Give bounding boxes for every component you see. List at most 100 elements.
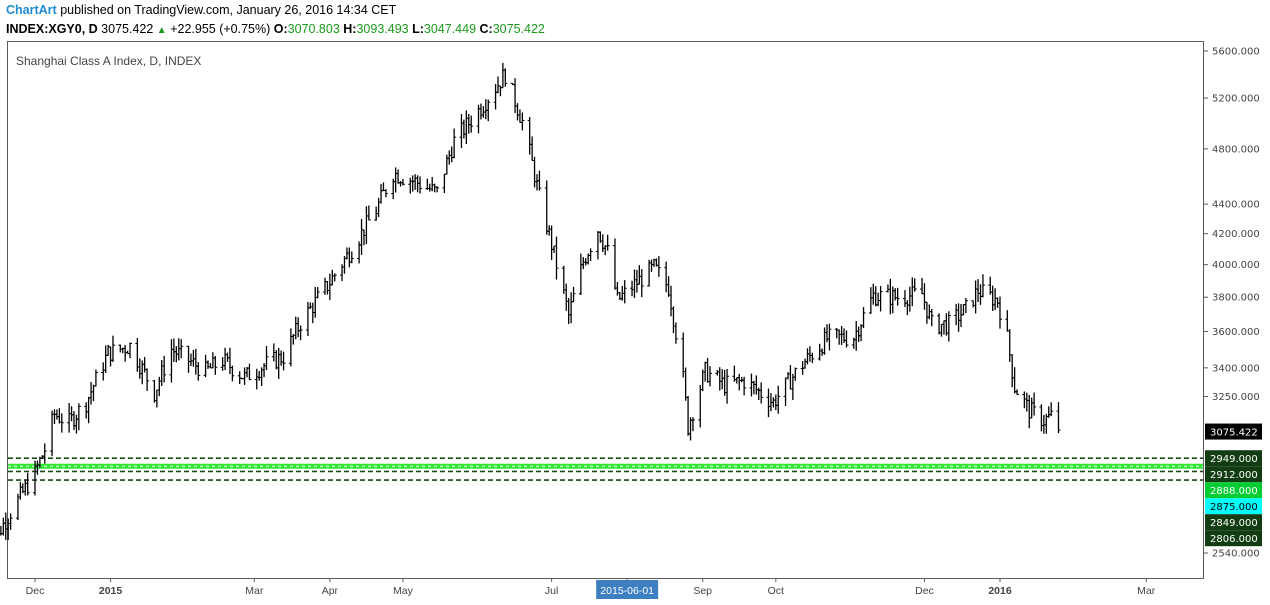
ohlc-bar [788,364,793,390]
ohlc-bar [554,236,559,280]
ohlc-bar [754,375,759,395]
ohlc-bar [759,382,764,404]
ohlc-bar [281,351,286,371]
ohlc-bar [349,251,354,264]
ohlc-bar [276,347,281,379]
level-label: 2849.000 [1210,518,1258,529]
y-tick-label: 4800.000 [1212,144,1260,155]
publish-info: published on TradingView.com, January 26… [60,3,397,17]
ohlc-bar [776,385,781,414]
x-tick-label: 2016 [988,585,1012,597]
ohlc-bar [67,403,72,433]
close-value: 3075.422 [492,22,545,36]
low-label: L: [412,22,424,36]
ohlc-bar [851,337,856,349]
ohlc-bar [108,346,113,367]
ohlc-bar [595,231,600,260]
ohlc-bar [827,323,832,351]
ohlc-bar [322,277,327,295]
ohlc-bar [669,285,674,317]
ohlc-bar [834,327,839,339]
ohlc-bar [442,173,447,193]
ohlc-bar [532,156,537,188]
symbol-label[interactable]: INDEX:XGY0, D [6,22,98,36]
x-tick-label: 2015 [99,585,123,597]
ohlc-bar [773,394,778,411]
ohlc-bar [920,277,925,295]
last-price: 3075.422 [101,22,154,36]
ohlc-bar [213,355,218,375]
level-label: 2912.000 [1210,470,1258,481]
x-tick-label: Sep [693,585,712,597]
y-tick-label: 3600.000 [1212,327,1260,338]
ohlc-bar [647,259,652,287]
last-price-label: 3075.422 [1210,428,1258,439]
x-tick-label: Apr [322,585,339,597]
ohlc-bar [398,181,403,187]
ohlc-bar [785,371,790,380]
ohlc-bar [939,323,944,337]
ohlc-bar [293,316,298,340]
ohlc-bar [142,356,147,373]
ohlc-bar [254,368,259,390]
ohlc-bar [615,282,620,296]
ohlc-bar [517,109,522,123]
ohlc-bar [739,376,744,383]
level-badge [1205,482,1262,499]
ohlc-bar [447,150,452,165]
ohlc-bar [690,417,695,432]
y-tick-label: 3250.000 [1212,392,1260,403]
ohlc-bar [854,321,859,351]
level-label: 2806.000 [1210,534,1258,545]
ohlc-bar [257,370,262,381]
ohlc-bar [137,358,142,379]
ohlc-bar [242,367,247,385]
ohlc-bar [25,472,30,496]
ohlc-bar [237,371,242,385]
ohlc-bar [86,396,91,424]
y-tick-label: 3800.000 [1212,293,1260,304]
crosshair-date-badge [596,580,659,599]
ohlc-bar [666,276,671,297]
ohlc-bar [513,78,518,114]
level-badge [1205,498,1262,515]
ohlc-bar [400,178,405,186]
ohlc-bar [527,117,532,155]
ohlc-bar [52,409,57,425]
ohlc-bar [673,322,678,344]
ohlc-bar [605,234,610,251]
level-badge [1205,530,1262,547]
ohlc-bar [837,329,842,345]
ohlc-bar [50,410,55,457]
ohlc-bar [756,387,761,401]
ohlc-bar [686,396,691,436]
ohlc-bar [1012,367,1017,394]
ohlc-bar [366,205,371,221]
ohlc-bar [493,84,498,110]
ohlc-bar [225,352,230,362]
ohlc-bar [537,170,542,191]
level-label: 2949.000 [1210,454,1258,465]
ohlc-bar [483,99,488,120]
ohlc-bar [700,369,705,392]
ohlc-bar [430,176,435,192]
x-tick-label: Jul [545,585,558,597]
ohlc-bar [973,280,978,314]
ohlc-bar [298,325,303,341]
x-tick-label-highlight: 2015-06-01 [600,585,654,597]
ohlc-bar [612,238,617,290]
x-tick-label: Mar [1137,585,1156,597]
ohlc-bar [749,373,754,397]
ohlc-bar [515,103,520,121]
ohlc-bar [393,167,398,193]
low-value: 3047.449 [423,22,477,36]
ohlc-bar [649,259,654,273]
y-tick-label: 5600.000 [1212,47,1260,58]
x-tick-label: Dec [915,585,934,597]
brand-link[interactable]: ChartArt [6,3,57,17]
ohlc-bar [954,303,959,326]
ohlc-bar [844,330,849,348]
level-badge [1205,450,1262,467]
ohlc-bar [206,360,211,369]
